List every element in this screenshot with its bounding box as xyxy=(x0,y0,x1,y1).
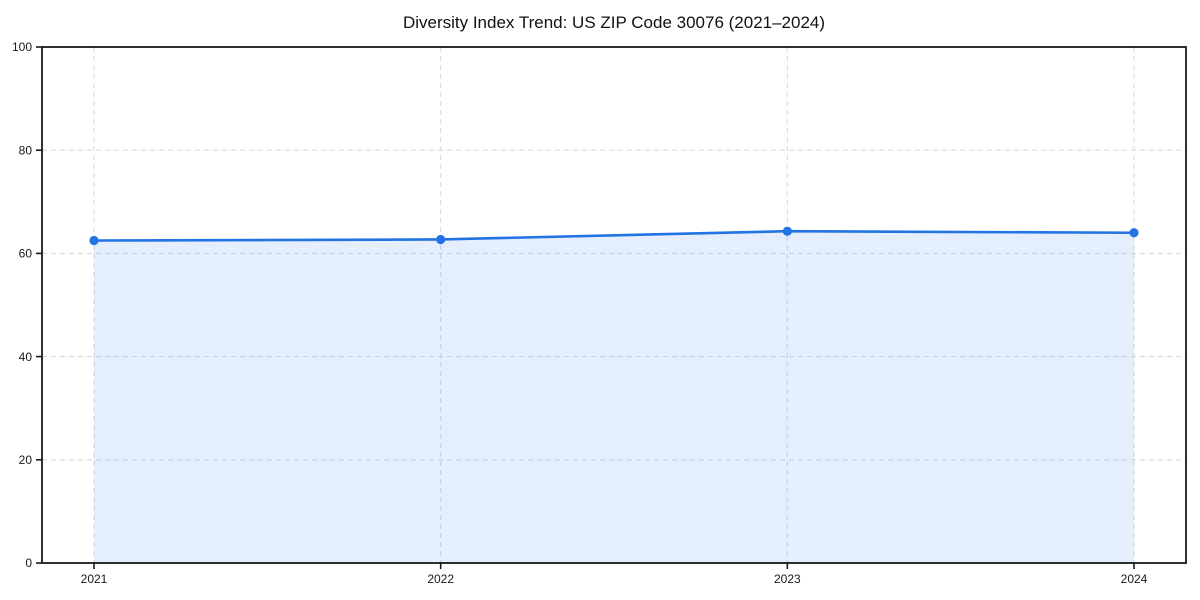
series-layer xyxy=(89,226,1139,563)
y-tick-label: 0 xyxy=(25,556,32,570)
y-tick-label: 100 xyxy=(12,40,32,54)
x-tick-label: 2024 xyxy=(1121,572,1148,586)
chart-title: Diversity Index Trend: US ZIP Code 30076… xyxy=(403,13,825,32)
x-tick-label: 2023 xyxy=(774,572,801,586)
x-tick-label: 2022 xyxy=(427,572,454,586)
axis-layer: 0 20 40 60 80 100 2021 2022 2023 2024 xyxy=(12,40,1187,586)
y-tick-label: 60 xyxy=(19,247,33,261)
x-tick-label: 2021 xyxy=(81,572,108,586)
area-fill xyxy=(94,231,1134,563)
data-point xyxy=(436,234,446,245)
data-point xyxy=(89,235,99,246)
data-point xyxy=(1129,228,1139,238)
data-point xyxy=(782,226,792,236)
y-tick-label: 20 xyxy=(19,453,33,467)
plot-border xyxy=(41,46,1187,564)
trend-line xyxy=(92,229,1136,242)
y-tick-label: 80 xyxy=(19,143,33,157)
y-tick-label: 40 xyxy=(19,350,33,364)
